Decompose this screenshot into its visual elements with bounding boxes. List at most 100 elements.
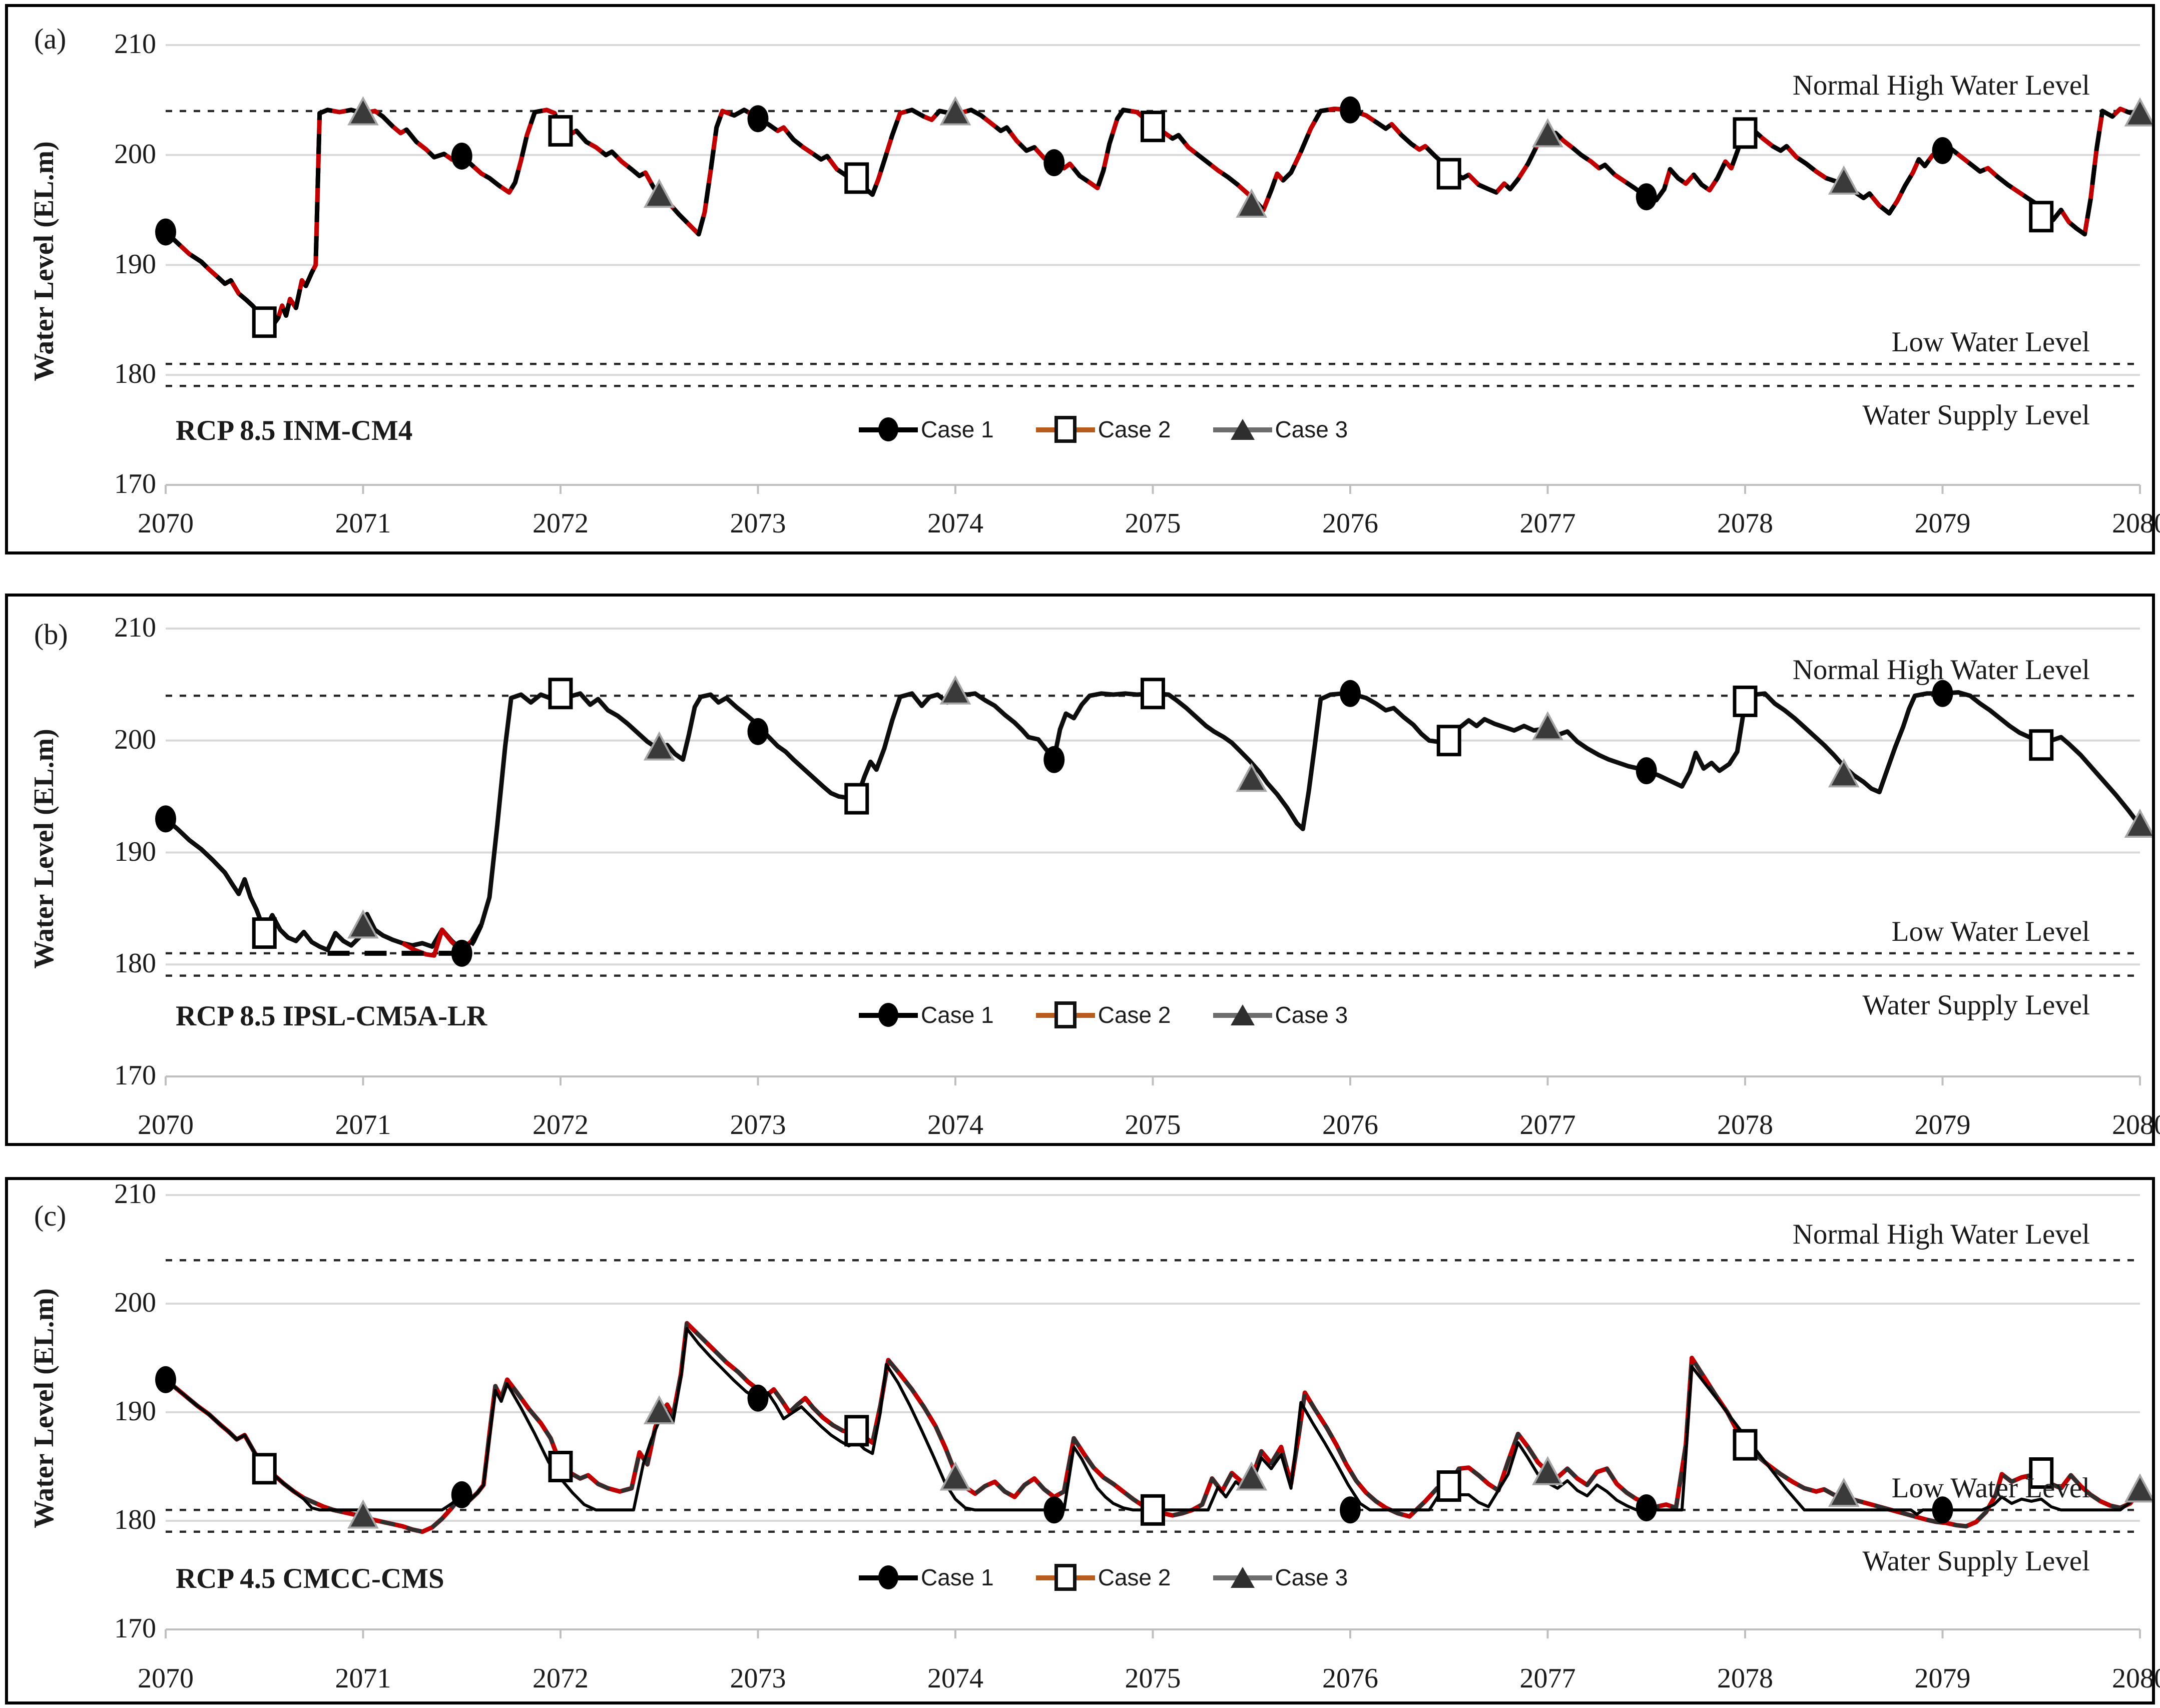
case2-square-marker: [1141, 111, 1165, 143]
x-tick-label: 2078: [1717, 508, 1773, 539]
case1-circle-marker: [747, 1384, 769, 1412]
legend-label: Case 2: [1098, 416, 1171, 442]
y-tick-label: 180: [114, 1504, 156, 1535]
legend-item-case1: Case 1: [859, 1563, 994, 1591]
case3-marker-icon: [1230, 1567, 1255, 1588]
y-tick-label: 210: [114, 1179, 156, 1210]
case2-square-marker: [252, 306, 277, 338]
x-tick-label: 2077: [1519, 1663, 1576, 1694]
scenario-label-b: RCP 8.5 IPSL-CM5A-LR: [176, 1000, 487, 1032]
x-tick-label: 2079: [1914, 508, 1971, 539]
series-case-1: [327, 923, 484, 956]
x-tick-label: 2071: [335, 1109, 391, 1141]
panel-c: (c) Water Level (EL.m) Normal High Water…: [5, 1177, 2160, 1704]
case2-square-marker: [1436, 1470, 1461, 1502]
legend-item-case3: Case 3: [1213, 1563, 1348, 1591]
case3-triangle-marker: [1236, 188, 1268, 218]
case3-triangle-marker: [1828, 165, 1860, 195]
x-tick-label: 2079: [1914, 1109, 1971, 1141]
panel-b: (b) Water Level (EL.m) Normal High Water…: [5, 594, 2160, 1146]
normal-high-water-level-label: Normal High Water Level: [1792, 69, 2090, 101]
y-tick-label: 190: [114, 1396, 156, 1427]
case3-triangle-marker: [2124, 1473, 2152, 1503]
case2-square-marker: [1733, 685, 1758, 717]
case3-triangle-marker: [643, 179, 675, 208]
case2-legend-swatch-icon: [1035, 1563, 1095, 1591]
scenario-label-c: RCP 4.5 CMCC-CMS: [176, 1563, 444, 1594]
y-tick-label: 190: [114, 836, 156, 867]
case1-circle-marker: [1043, 746, 1065, 773]
case2-marker-icon: [1054, 1564, 1076, 1591]
x-tick-label: 2071: [335, 508, 391, 539]
case3-triangle-marker: [1236, 763, 1268, 792]
case3-legend-swatch-icon: [1213, 415, 1272, 443]
case3-legend-swatch-icon: [1213, 1001, 1272, 1029]
case2-square-marker: [548, 678, 573, 710]
x-tick-label: 2077: [1519, 508, 1576, 539]
case3-triangle-marker: [1828, 758, 1860, 788]
legend-label: Case 3: [1275, 1002, 1348, 1028]
chart-plot-a: [155, 44, 2152, 494]
x-tick-label: 2076: [1322, 508, 1378, 539]
x-tick-label: 2074: [927, 508, 983, 539]
y-tick-label: 180: [114, 948, 156, 979]
legend-item-case3: Case 3: [1213, 1001, 1348, 1029]
case3-marker-icon: [1230, 1004, 1255, 1025]
x-tick-label: 2070: [138, 1109, 194, 1141]
panel-letter-a: (a): [34, 23, 67, 55]
legend-a: Case 1 Case 2 Case 3: [859, 415, 1348, 443]
case3-triangle-marker: [1532, 1456, 1563, 1485]
y-tick-label: 200: [114, 1287, 156, 1318]
legend-b: Case 1 Case 2 Case 3: [859, 1001, 1348, 1029]
case1-legend-swatch-icon: [859, 1563, 918, 1591]
case1-circle-marker: [747, 718, 769, 745]
x-tick-label: 2080: [2112, 508, 2160, 539]
legend-label: Case 1: [921, 416, 994, 442]
case1-circle-marker: [155, 1366, 176, 1393]
x-tick-label: 2073: [730, 1663, 786, 1694]
x-tick-label: 2080: [2112, 1109, 2160, 1141]
y-tick-label: 170: [114, 1060, 156, 1091]
x-tick-label: 2072: [532, 1663, 589, 1694]
x-tick-label: 2074: [927, 1663, 983, 1694]
case2-square-marker: [2029, 1457, 2054, 1489]
case3-triangle-marker: [2124, 97, 2152, 127]
case2-square-marker: [1733, 117, 1758, 149]
y-axis-title-a: Water Level (EL.m): [29, 141, 60, 381]
case2-square-marker: [252, 917, 277, 949]
case2-legend-swatch-icon: [1035, 1001, 1095, 1029]
x-tick-label: 2078: [1717, 1109, 1773, 1141]
series-case-3: [164, 690, 2142, 952]
water-supply-level-label: Water Supply Level: [1862, 989, 2090, 1021]
legend-label: Case 1: [921, 1564, 994, 1590]
case3-triangle-marker: [643, 1395, 675, 1425]
low-water-level-label: Low Water Level: [1891, 1472, 2090, 1504]
water-supply-level-label: Water Supply Level: [1862, 399, 2090, 431]
case2-square-marker: [1733, 1429, 1758, 1461]
x-tick-label: 2070: [138, 508, 194, 539]
chart-plot-c: [155, 1194, 2152, 1638]
x-tick-label: 2073: [730, 508, 786, 539]
legend-item-case2: Case 2: [1035, 1001, 1171, 1029]
legend-item-case1: Case 1: [859, 415, 994, 443]
case1-circle-marker: [1932, 680, 1953, 707]
case3-legend-swatch-icon: [1213, 1563, 1272, 1591]
x-tick-label: 2070: [138, 1663, 194, 1694]
y-tick-label: 170: [114, 1613, 156, 1644]
x-tick-label: 2074: [927, 1109, 983, 1141]
case1-circle-marker: [1043, 149, 1065, 177]
case1-circle-marker: [1636, 183, 1657, 211]
case2-square-marker: [844, 783, 869, 815]
panel-letter-c: (c): [34, 1200, 67, 1232]
x-tick-label: 2076: [1322, 1109, 1378, 1141]
normal-high-water-level-label: Normal High Water Level: [1792, 654, 2090, 686]
case3-triangle-marker: [347, 909, 379, 939]
x-tick-label: 2079: [1914, 1663, 1971, 1694]
case2-square-marker: [1141, 678, 1165, 710]
legend-label: Case 3: [1275, 416, 1348, 442]
case2-square-marker: [844, 162, 869, 194]
legend-c: Case 1 Case 2 Case 3: [859, 1563, 1348, 1591]
water-supply-level-label: Water Supply Level: [1862, 1545, 2090, 1577]
scenario-label-a: RCP 8.5 INM-CM4: [176, 415, 413, 446]
